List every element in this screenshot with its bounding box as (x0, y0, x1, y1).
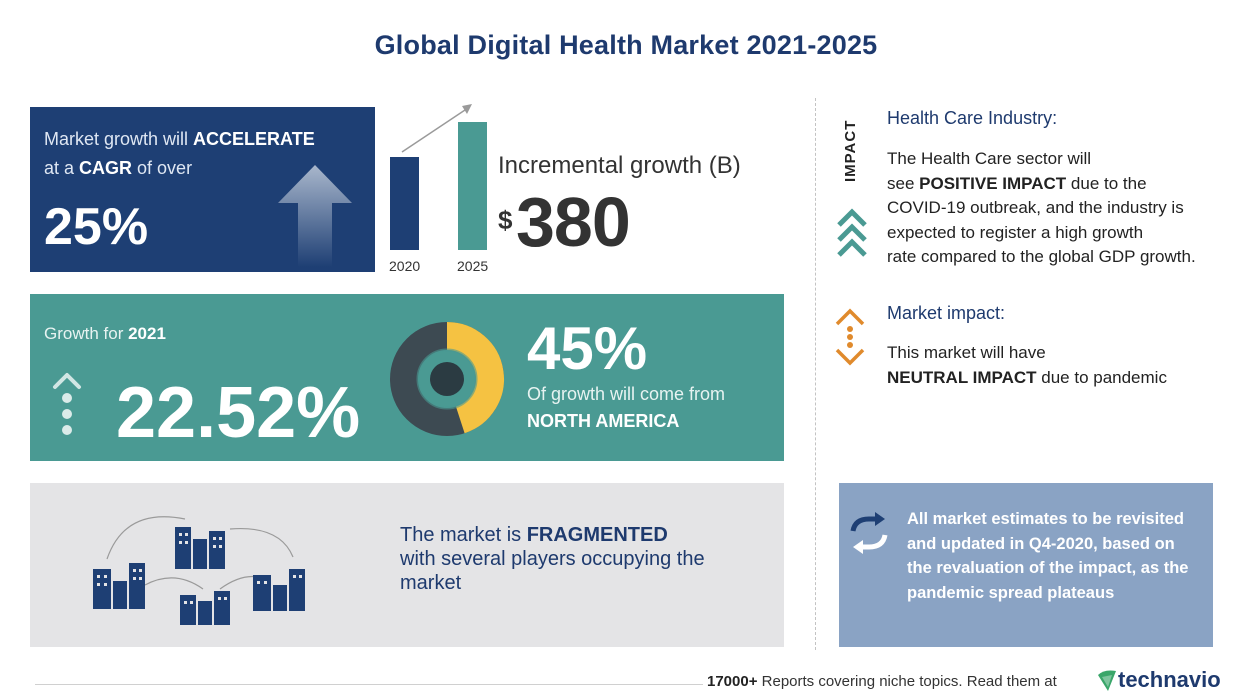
health-care-line-2-post: due to the (1066, 173, 1147, 193)
cagr-line-1: Market growth will ACCELERATE (44, 129, 315, 150)
growth-label-text: Growth for (44, 324, 129, 343)
cagr-line-2: at a CAGR of over (44, 158, 192, 179)
fragmented-panel: The market is FRAGMENTED with several pl… (30, 483, 784, 647)
technavio-logo-icon[interactable] (1096, 667, 1118, 693)
market-impact-line-2: NEUTRAL IMPACT due to pandemic (887, 366, 1227, 391)
donut-inner-ring (416, 348, 478, 410)
donut-share-north-america (446, 322, 504, 434)
neutral-impact-label: NEUTRAL IMPACT (887, 367, 1037, 387)
cagr-line-2-pre: at a (44, 158, 80, 178)
note-panel: All market estimates to be revisited and… (839, 483, 1213, 647)
impact-vertical-text: IMPACT (842, 119, 859, 182)
incremental-value: 380 (516, 183, 631, 261)
market-impact-heading: Market impact: (887, 303, 1006, 323)
neutral-impact-icon (835, 308, 865, 366)
cagr-value: 25% (44, 198, 149, 256)
health-care-line-2: see POSITIVE IMPACT due to the (887, 172, 1247, 197)
refresh-icon (850, 512, 888, 554)
region-percentage: 45% (527, 315, 648, 382)
cagr-label: CAGR (79, 158, 133, 178)
positive-impact-label: POSITIVE IMPACT (919, 173, 1067, 193)
fragmented-line-3: market (400, 572, 462, 594)
fragmented-line-1: The market is FRAGMENTED (400, 523, 770, 547)
fragmented-line-1-pre: The market is (400, 524, 527, 546)
incremental-growth-label: Incremental growth (B) (498, 152, 741, 179)
building-group (93, 527, 305, 625)
growth-panel: Growth for 2021 22.52% 45% Of growth wil… (30, 294, 784, 461)
trend-arrow-icon (401, 104, 472, 153)
year-label-2020: 2020 (389, 258, 421, 274)
fragmented-line-2: with several players occupying the (400, 548, 705, 570)
region-text: Of growth will come from (527, 384, 726, 404)
cagr-panel: Market growth will ACCELERATE at a CAGR … (30, 107, 375, 272)
year-label-2025: 2025 (457, 258, 489, 274)
growth-value: 22.52% (116, 373, 361, 453)
region-name: NORTH AMERICA (527, 411, 680, 431)
cagr-line-2-post: of over (132, 158, 193, 178)
region-donut-chart (390, 322, 504, 436)
growth-label: Growth for 2021 (44, 324, 166, 344)
cagr-line-1-text: Market growth will (44, 129, 194, 149)
impact-vertical-label: IMPACT (838, 112, 868, 184)
page-title: Global Digital Health Market 2021-2025 (374, 30, 878, 60)
up-arrow-icon (278, 165, 352, 267)
positive-chevrons-icon (837, 208, 867, 257)
market-impact-line-1: This market will have (887, 343, 1046, 362)
health-care-line-2-pre: see (887, 173, 920, 193)
donut-center (430, 362, 464, 396)
buildings-network-icon (93, 516, 305, 625)
bar-2020 (390, 157, 419, 250)
market-impact-body: This market will have NEUTRAL IMPACT due… (887, 341, 1227, 390)
column-divider (815, 98, 816, 650)
growth-year: 2021 (128, 324, 166, 343)
footer-report-count: 17000+ (707, 673, 758, 690)
market-impact-line-2-post: due to pandemic (1036, 367, 1167, 387)
footer-description: Reports covering niche topics. Read them… (757, 673, 1057, 690)
health-care-line-1: The Health Care sector will (887, 149, 1092, 168)
health-care-line-4: expected to register a high growth (887, 222, 1144, 242)
health-care-body: The Health Care sector will see POSITIVE… (887, 147, 1247, 270)
footer-text: 17000+ Reports covering niche topics. Re… (707, 673, 1057, 690)
incremental-currency: $ (498, 205, 513, 235)
cagr-accelerate: ACCELERATE (193, 129, 315, 149)
note-text: All market estimates to be revisited and… (907, 510, 1189, 602)
health-care-line-3: COVID-19 outbreak, and the industry is (887, 198, 1184, 217)
health-care-line-5: rate compared to the global GDP growth. (887, 247, 1196, 266)
bar-2025 (458, 122, 487, 250)
fragmented-text: The market is FRAGMENTED with several pl… (400, 523, 770, 595)
growth-up-icon (53, 373, 81, 435)
footer-divider (35, 684, 703, 685)
fragmented-keyword: FRAGMENTED (526, 524, 668, 546)
technavio-logo-text[interactable]: technavio (1118, 667, 1221, 692)
health-care-heading: Health Care Industry: (887, 108, 1058, 128)
